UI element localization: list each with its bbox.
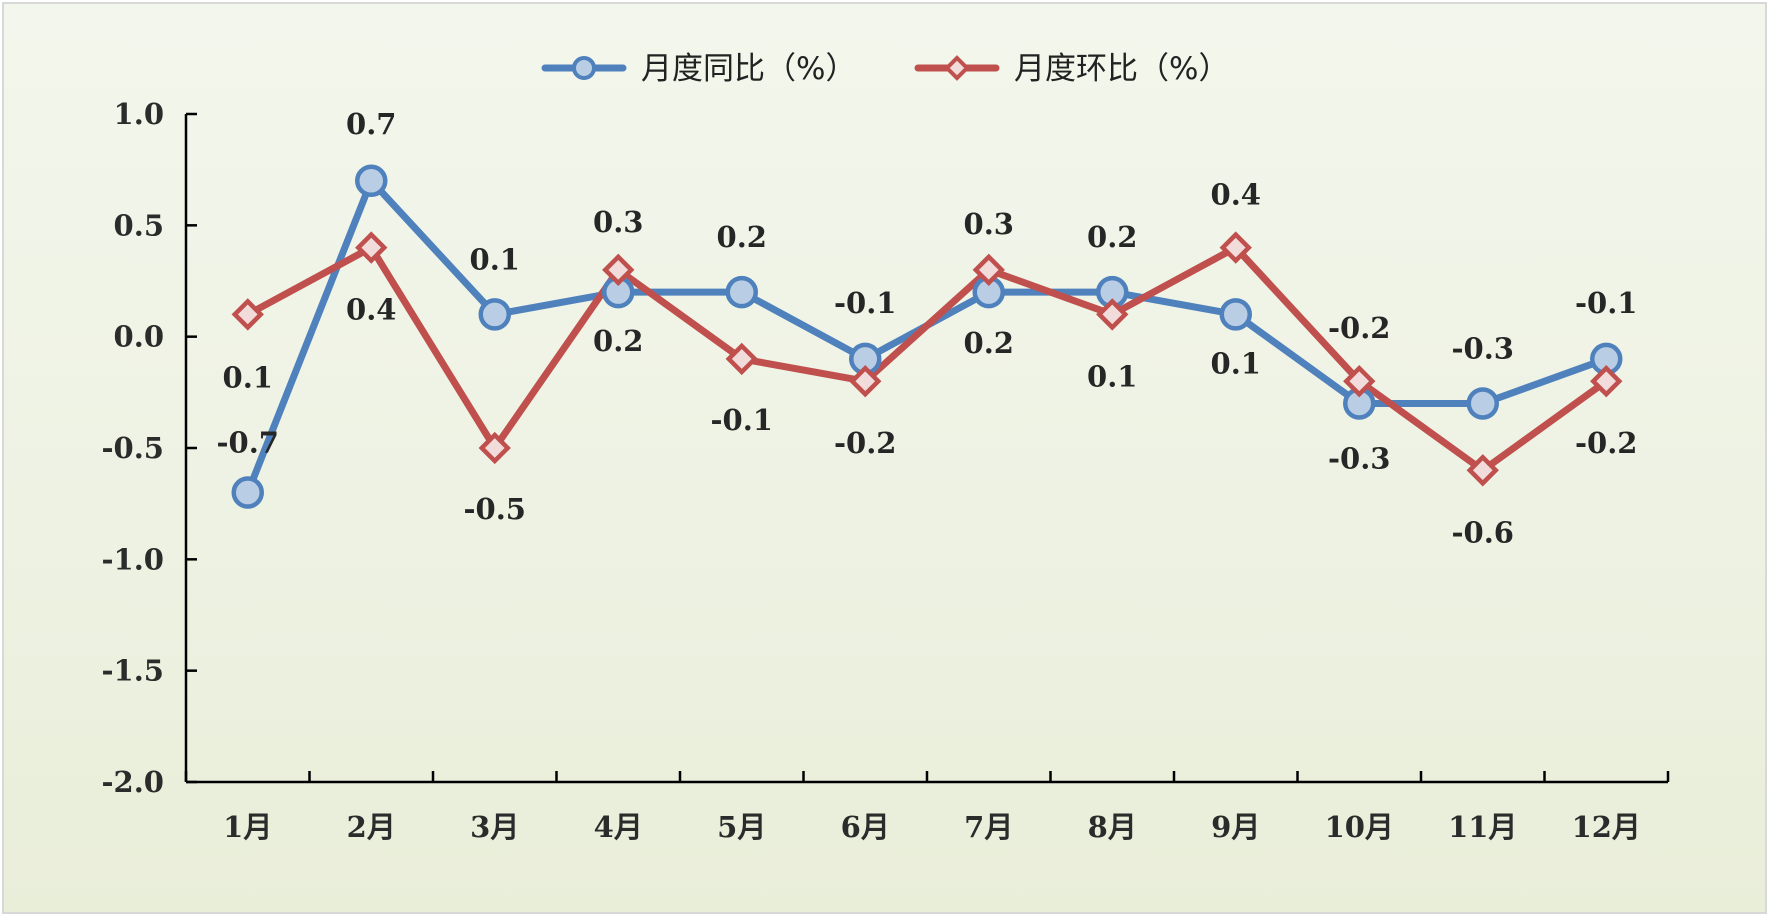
data-label-yoy: 0.2 [1087,220,1137,254]
x-tick-label: 4月 [594,810,643,844]
x-tick-label: 8月 [1088,810,1137,844]
data-label-yoy: -0.1 [834,286,897,320]
x-tick-label: 3月 [470,810,519,844]
data-label-mom: 0.3 [593,205,643,239]
data-point-mom [602,253,635,287]
y-tick-label: 0.0 [114,320,164,354]
y-tick-label: -1.0 [102,542,165,576]
y-tick-label: -2.0 [102,765,165,799]
x-tick-label: 6月 [841,810,890,844]
legend: 月度同比（%） 月度环比（%） [541,51,1229,87]
series-line-yoy [244,177,1610,496]
legend-marker-mom [944,55,970,81]
series-line-mom [244,244,1610,474]
data-label-yoy: 0.7 [346,107,396,141]
data-label-yoy: 0.2 [964,326,1014,360]
x-tick-label: 1月 [223,810,272,844]
data-label-mom: 0.1 [223,360,273,394]
data-point-yoy [725,275,758,309]
data-label-yoy: -0.7 [217,426,280,460]
data-label-yoy: 0.2 [717,220,767,254]
data-point-mom [1590,365,1623,398]
data-point-mom [1343,365,1376,398]
data-point-mom [478,431,511,465]
x-tick-label: 2月 [347,810,396,844]
data-label-yoy: 0.1 [1211,346,1261,380]
data-label-mom: -0.2 [1575,426,1638,460]
data-label-yoy: -0.3 [1452,331,1515,365]
x-tick-label: 5月 [717,810,766,844]
data-point-yoy [478,298,511,331]
legend-label-mom: 月度环比（%） [1014,51,1229,87]
data-label-yoy: 0.2 [593,324,643,358]
data-label-yoy: 0.1 [470,242,520,276]
x-tick-label: 9月 [1211,810,1260,844]
data-point-mom [1219,231,1252,264]
data-point-yoy [1466,387,1499,420]
x-tick-label: 11月 [1448,810,1517,844]
x-tick-label: 12月 [1572,810,1641,844]
data-label-mom: 0.4 [346,293,396,327]
data-label-mom: -0.6 [1452,515,1515,549]
data-point-mom [1466,454,1499,487]
data-point-yoy [1219,298,1252,331]
data-label-mom: -0.2 [834,426,897,460]
x-tick-label: 10月 [1325,810,1394,844]
data-point-mom [1096,298,1129,331]
data-label-yoy: -0.3 [1328,441,1391,475]
data-point-mom [972,253,1005,287]
y-tick-label: 0.5 [114,208,164,242]
legend-label-yoy: 月度同比（%） [641,51,856,87]
data-label-mom: 0.3 [964,207,1014,241]
y-tick-label: -1.5 [102,654,165,688]
data-point-mom [725,342,758,376]
data-label-mom: -0.2 [1328,311,1391,345]
data-point-mom [231,298,264,331]
x-tick-label: 7月 [964,810,1013,844]
y-tick-label: -0.5 [102,431,165,465]
data-label-yoy: -0.1 [1575,286,1638,320]
data-point-yoy [355,164,388,198]
legend-marker-yoy [572,56,596,80]
data-label-mom: -0.1 [711,403,774,437]
data-point-mom [849,365,882,398]
data-point-yoy [231,476,264,509]
data-label-mom: 0.1 [1087,359,1137,393]
data-label-mom: -0.5 [464,492,527,526]
data-label-mom: 0.4 [1211,178,1261,212]
y-tick-label: 1.0 [114,97,164,131]
data-point-mom [355,231,388,264]
